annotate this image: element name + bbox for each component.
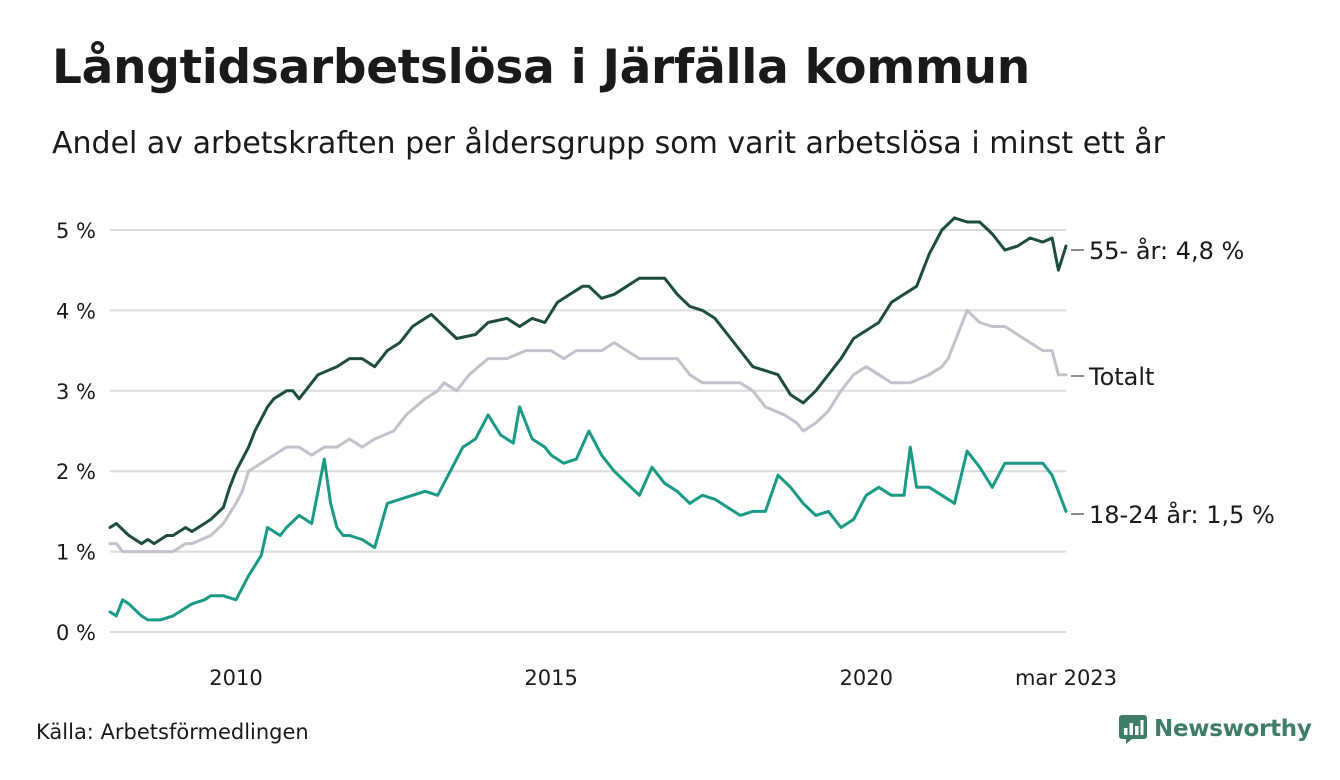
y-tick-label: 1 %: [56, 541, 96, 565]
y-axis-ticks: 0 % 1 % 2 % 3 % 4 % 5 %: [56, 219, 96, 645]
newsworthy-logo-icon: [1119, 715, 1147, 744]
x-tick-label: mar 2023: [1015, 666, 1117, 690]
series-line-0: [108, 216, 1068, 546]
series-lines: [108, 216, 1068, 622]
brand-logo[interactable]: Newsworthy: [1118, 714, 1312, 744]
source-note: Källa: Arbetsförmedlingen: [36, 720, 309, 744]
chart-title: Långtidsarbetslösa i Järfälla kommun: [52, 40, 1030, 95]
y-tick-label: 0 %: [56, 621, 96, 645]
series-end-labels: 55- år: 4,8 % Totalt 18-24 år: 1,5 %: [1071, 236, 1275, 529]
y-tick-label: 4 %: [56, 299, 96, 323]
series-line-1: [108, 308, 1068, 554]
x-axis-ticks: 2010 2015 2020 mar 2023: [209, 666, 1117, 690]
x-tick-label: 2015: [524, 666, 577, 690]
series-line-2: [108, 405, 1068, 622]
brand-name: Newsworthy: [1154, 716, 1312, 742]
x-tick-label: 2020: [840, 666, 893, 690]
x-tick-label: 2010: [209, 666, 262, 690]
series-end-label: 55- år: 4,8 %: [1089, 236, 1244, 265]
series-end-label: Totalt: [1088, 363, 1154, 391]
chart-subtitle: Andel av arbetskraften per åldersgrupp s…: [52, 126, 1165, 161]
y-tick-label: 5 %: [56, 219, 96, 243]
y-tick-label: 2 %: [56, 460, 96, 484]
y-tick-label: 3 %: [56, 380, 96, 404]
series-end-label: 18-24 år: 1,5 %: [1089, 500, 1275, 529]
